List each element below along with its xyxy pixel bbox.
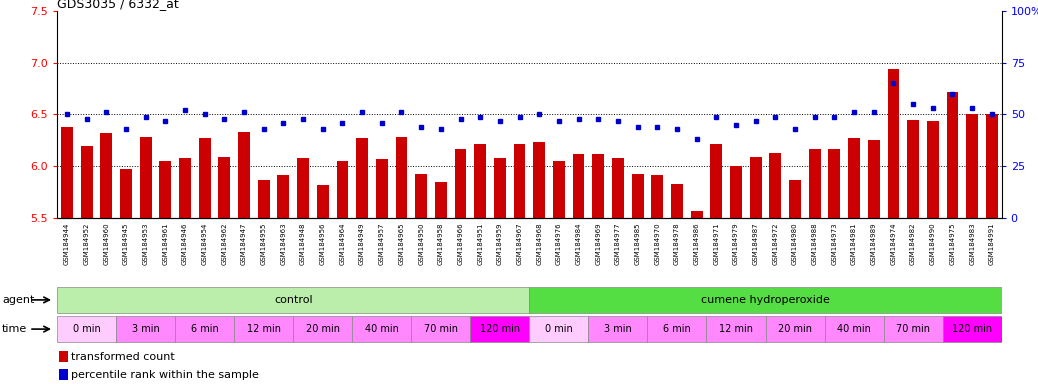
Bar: [986, 114, 998, 218]
FancyBboxPatch shape: [175, 316, 235, 342]
Bar: [376, 159, 387, 218]
Bar: [690, 211, 703, 218]
Text: 12 min: 12 min: [247, 324, 280, 334]
Bar: [455, 149, 466, 218]
Bar: [809, 149, 821, 218]
FancyBboxPatch shape: [824, 316, 883, 342]
Bar: [81, 146, 92, 218]
Text: 3 min: 3 min: [132, 324, 160, 334]
Text: 3 min: 3 min: [604, 324, 632, 334]
Bar: [927, 121, 938, 218]
Bar: [435, 182, 446, 218]
FancyBboxPatch shape: [352, 316, 411, 342]
Bar: [769, 153, 782, 218]
Bar: [828, 149, 841, 218]
Bar: [218, 157, 230, 218]
Text: agent: agent: [2, 295, 34, 305]
Text: transformed count: transformed count: [72, 352, 175, 362]
Text: time: time: [2, 324, 27, 334]
Text: 6 min: 6 min: [191, 324, 219, 334]
Bar: [198, 138, 211, 218]
FancyBboxPatch shape: [57, 287, 529, 313]
Bar: [356, 138, 368, 218]
Bar: [652, 175, 663, 218]
FancyBboxPatch shape: [529, 287, 1002, 313]
Bar: [534, 142, 545, 218]
Text: 120 min: 120 min: [480, 324, 520, 334]
Bar: [395, 137, 407, 218]
Bar: [593, 154, 604, 218]
Text: 40 min: 40 min: [837, 324, 871, 334]
FancyBboxPatch shape: [943, 316, 1002, 342]
Bar: [514, 144, 525, 218]
Bar: [671, 184, 683, 218]
Bar: [257, 180, 270, 218]
FancyBboxPatch shape: [116, 316, 175, 342]
Bar: [297, 158, 309, 218]
Text: cumene hydroperoxide: cumene hydroperoxide: [701, 295, 830, 305]
FancyBboxPatch shape: [589, 316, 648, 342]
Bar: [966, 114, 978, 218]
Text: 0 min: 0 min: [73, 324, 101, 334]
Bar: [238, 132, 250, 218]
Bar: [573, 154, 584, 218]
Bar: [59, 369, 67, 380]
Bar: [120, 169, 132, 218]
Bar: [848, 138, 859, 218]
FancyBboxPatch shape: [648, 316, 707, 342]
Bar: [415, 174, 427, 218]
Bar: [632, 174, 644, 218]
Bar: [749, 157, 762, 218]
Text: 40 min: 40 min: [364, 324, 399, 334]
Bar: [59, 351, 67, 362]
FancyBboxPatch shape: [883, 316, 943, 342]
Bar: [710, 144, 722, 218]
FancyBboxPatch shape: [235, 316, 293, 342]
Bar: [868, 140, 879, 218]
Bar: [553, 161, 565, 218]
Bar: [612, 158, 624, 218]
Bar: [494, 158, 506, 218]
Text: 120 min: 120 min: [952, 324, 992, 334]
Bar: [907, 120, 919, 218]
FancyBboxPatch shape: [293, 316, 352, 342]
Bar: [317, 185, 329, 218]
FancyBboxPatch shape: [529, 316, 589, 342]
Bar: [277, 175, 290, 218]
Bar: [160, 161, 171, 218]
Bar: [61, 127, 73, 218]
Text: 70 min: 70 min: [424, 324, 458, 334]
Bar: [947, 92, 958, 218]
FancyBboxPatch shape: [765, 316, 824, 342]
Bar: [140, 137, 152, 218]
Text: 0 min: 0 min: [545, 324, 573, 334]
Bar: [101, 133, 112, 218]
Text: 6 min: 6 min: [663, 324, 691, 334]
Text: control: control: [274, 295, 312, 305]
Bar: [887, 69, 899, 218]
Text: 20 min: 20 min: [306, 324, 339, 334]
Text: GDS3035 / 6332_at: GDS3035 / 6332_at: [57, 0, 179, 10]
Bar: [730, 166, 742, 218]
Text: 12 min: 12 min: [719, 324, 753, 334]
Text: 70 min: 70 min: [896, 324, 930, 334]
FancyBboxPatch shape: [411, 316, 470, 342]
FancyBboxPatch shape: [470, 316, 529, 342]
Bar: [336, 161, 349, 218]
Bar: [180, 158, 191, 218]
Bar: [474, 144, 486, 218]
Text: 20 min: 20 min: [778, 324, 812, 334]
Text: percentile rank within the sample: percentile rank within the sample: [72, 370, 260, 380]
FancyBboxPatch shape: [707, 316, 765, 342]
Bar: [789, 180, 801, 218]
FancyBboxPatch shape: [57, 316, 116, 342]
